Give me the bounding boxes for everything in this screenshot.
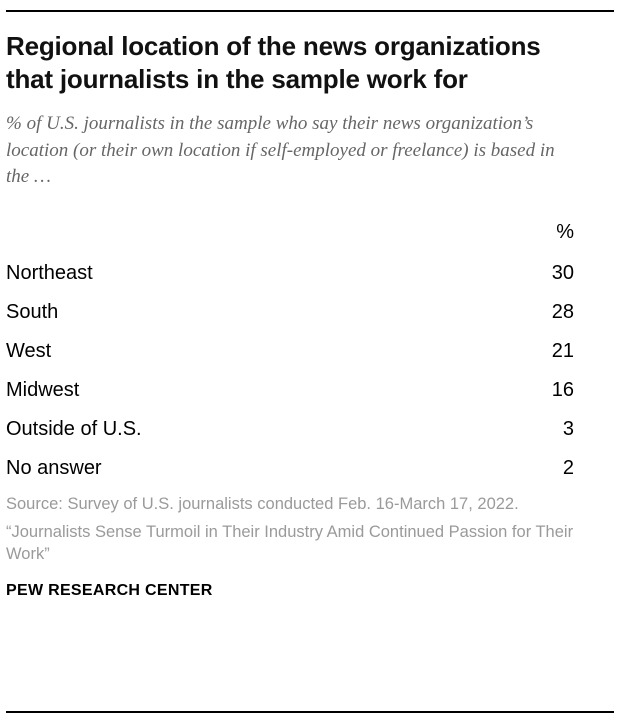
row-value: 16	[551, 379, 574, 402]
row-label: South	[6, 301, 59, 324]
table-row: South 28	[6, 293, 574, 332]
table-row: Outside of U.S. 3	[6, 410, 574, 449]
table-row: West 21	[6, 332, 574, 371]
row-value: 3	[562, 418, 574, 441]
table-header: %	[6, 221, 574, 244]
row-label: Outside of U.S.	[6, 418, 142, 441]
table-row: No answer 2	[6, 449, 574, 488]
pew-research-center-wordmark: PEW RESEARCH CENTER	[6, 581, 213, 599]
report-title-note: “Journalists Sense Turmoil in Their Indu…	[6, 523, 574, 563]
row-value: 28	[551, 301, 574, 324]
page-title: Regional location of the news organizati…	[6, 31, 541, 95]
row-label: No answer	[6, 457, 102, 480]
top-rule	[6, 10, 614, 12]
figure-subtitle: % of U.S. journalists in the sample who …	[6, 112, 555, 188]
region-table: % Northeast 30 South 28 West 21 Midwest 16 Outsi…	[6, 221, 614, 488]
row-value: 21	[551, 340, 574, 363]
row-value: 30	[551, 262, 574, 285]
row-label: Northeast	[6, 262, 93, 285]
source-note: Source: Survey of U.S. journalists condu…	[6, 495, 519, 514]
percent-column-header: %	[556, 221, 574, 244]
row-value: 2	[562, 457, 574, 480]
row-label: West	[6, 340, 52, 363]
table-row: Northeast 30	[6, 254, 574, 293]
region-table-body: Northeast 30 South 28 West 21 Midwest 16 Outside…	[6, 254, 574, 488]
table-row: Midwest 16	[6, 371, 574, 410]
row-label: Midwest	[6, 379, 80, 402]
bottom-rule	[6, 711, 614, 713]
figure-footer: Source: Survey of U.S. journalists condu…	[6, 494, 614, 599]
